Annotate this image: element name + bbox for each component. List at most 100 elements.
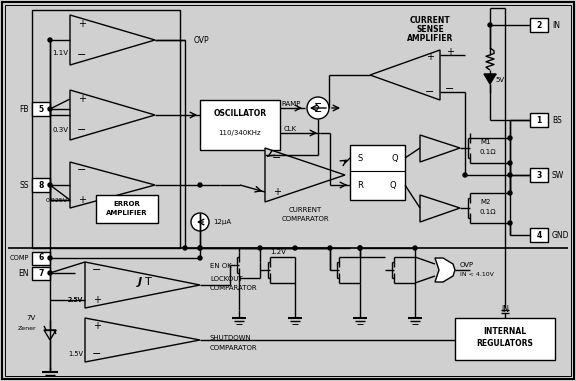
Text: GND: GND	[552, 231, 570, 240]
Text: 0.1Ω: 0.1Ω	[480, 209, 497, 215]
Text: 0.925V: 0.925V	[46, 197, 68, 202]
Circle shape	[183, 246, 187, 250]
Text: 1: 1	[536, 115, 541, 125]
Text: M1: M1	[480, 139, 491, 145]
Text: +: +	[78, 94, 86, 104]
Text: 6: 6	[39, 253, 44, 263]
Circle shape	[48, 271, 52, 275]
Circle shape	[508, 221, 512, 225]
Text: INTERNAL: INTERNAL	[483, 328, 526, 336]
Polygon shape	[70, 162, 155, 208]
Polygon shape	[70, 90, 155, 140]
Text: 4: 4	[536, 231, 541, 240]
Bar	[530, 113, 548, 127]
Bar	[32, 102, 50, 116]
Bar	[32, 252, 50, 265]
Text: 2: 2	[536, 21, 541, 29]
Circle shape	[358, 246, 362, 250]
Text: −: −	[77, 50, 86, 60]
Circle shape	[48, 107, 52, 111]
Text: T: T	[145, 277, 151, 287]
Polygon shape	[85, 262, 200, 308]
Text: SS: SS	[20, 181, 29, 189]
Bar	[32, 267, 50, 280]
Text: 2.5V: 2.5V	[68, 297, 83, 303]
Text: LOCKOUT: LOCKOUT	[210, 276, 242, 282]
Text: BS: BS	[552, 115, 562, 125]
Text: +: +	[93, 295, 101, 305]
Polygon shape	[484, 74, 496, 84]
Text: +: +	[78, 195, 86, 205]
Polygon shape	[265, 148, 345, 202]
Polygon shape	[370, 50, 440, 100]
Text: 5: 5	[39, 104, 44, 114]
Text: RAMP: RAMP	[281, 101, 301, 107]
Bar	[530, 168, 548, 182]
Text: Q: Q	[392, 154, 399, 163]
Text: 110/340KHz: 110/340KHz	[219, 130, 262, 136]
Text: 0.1Ω: 0.1Ω	[480, 149, 497, 155]
Circle shape	[48, 256, 52, 260]
Circle shape	[198, 246, 202, 250]
Text: COMP: COMP	[9, 255, 29, 261]
Circle shape	[508, 191, 512, 195]
Text: 1.5V: 1.5V	[68, 351, 83, 357]
Circle shape	[508, 161, 512, 165]
Circle shape	[191, 213, 209, 231]
Text: 7: 7	[39, 269, 44, 277]
Polygon shape	[435, 258, 455, 282]
Text: AMPLIFIER: AMPLIFIER	[407, 34, 453, 43]
Circle shape	[358, 246, 362, 250]
Text: +: +	[78, 19, 86, 29]
Text: −: −	[272, 153, 282, 163]
Text: R: R	[357, 181, 363, 189]
Circle shape	[508, 173, 512, 177]
Text: 8: 8	[39, 181, 44, 189]
Bar	[350, 145, 405, 200]
Text: OVP: OVP	[194, 35, 210, 45]
Polygon shape	[420, 195, 460, 222]
Text: 1.2V: 1.2V	[270, 249, 286, 255]
Text: Zener: Zener	[17, 325, 36, 330]
Bar	[530, 18, 548, 32]
Circle shape	[293, 246, 297, 250]
Text: AMPLIFIER: AMPLIFIER	[106, 210, 148, 216]
Text: SW: SW	[552, 171, 564, 179]
Bar	[455, 318, 555, 360]
Text: 12µA: 12µA	[213, 219, 231, 225]
Text: Q̄: Q̄	[390, 181, 396, 189]
Text: SHUTDOWN: SHUTDOWN	[210, 335, 252, 341]
Bar	[32, 178, 50, 192]
Text: SENSE: SENSE	[416, 24, 444, 34]
Text: COMPARATOR: COMPARATOR	[210, 345, 257, 351]
Text: ERROR: ERROR	[113, 201, 141, 207]
Text: 7V: 7V	[26, 315, 36, 321]
Circle shape	[198, 256, 202, 260]
Text: IN: IN	[552, 21, 560, 29]
Text: M2: M2	[480, 199, 490, 205]
Text: REGULATORS: REGULATORS	[476, 338, 533, 347]
Text: COMPARATOR: COMPARATOR	[281, 216, 329, 222]
Polygon shape	[85, 318, 200, 362]
Text: 1.1V: 1.1V	[52, 50, 68, 56]
Text: COMPARATOR: COMPARATOR	[210, 285, 257, 291]
Text: −: −	[445, 84, 454, 94]
Bar	[96, 195, 158, 223]
Text: +: +	[426, 52, 434, 62]
Text: EN: EN	[18, 269, 29, 277]
Circle shape	[328, 246, 332, 250]
Text: EN OK: EN OK	[210, 263, 232, 269]
Text: 2.5V: 2.5V	[68, 297, 83, 303]
Circle shape	[463, 173, 467, 177]
Text: FB: FB	[20, 104, 29, 114]
Text: −: −	[77, 125, 86, 135]
Circle shape	[307, 97, 329, 119]
Bar	[530, 228, 548, 242]
Circle shape	[413, 246, 417, 250]
Text: IN: IN	[501, 306, 509, 314]
Circle shape	[198, 246, 202, 250]
Bar	[200, 100, 280, 150]
Text: 5V: 5V	[495, 77, 505, 83]
Text: −: −	[425, 87, 435, 97]
Text: Σ: Σ	[314, 101, 322, 115]
